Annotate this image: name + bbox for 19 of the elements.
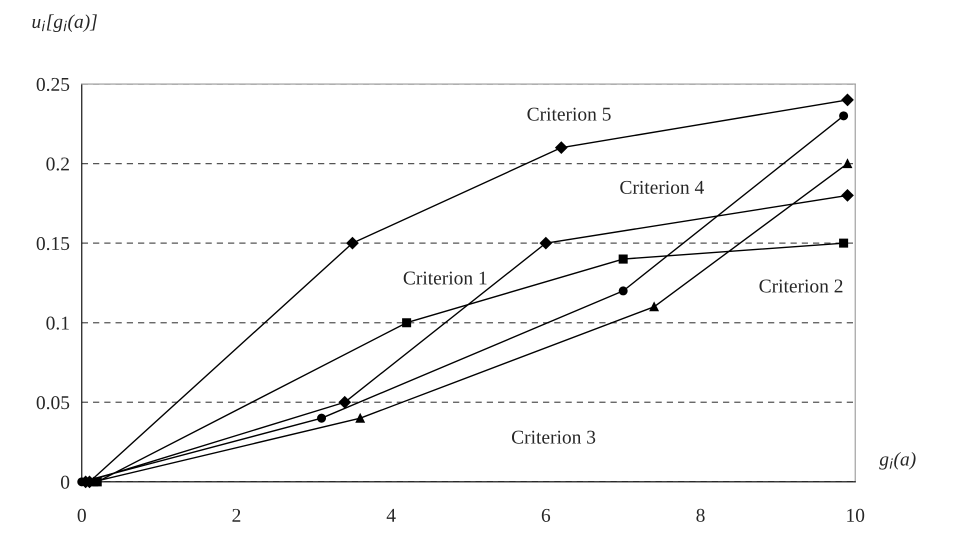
x-tick-label: 4 (386, 508, 396, 522)
x-tick-label: 6 (542, 508, 550, 522)
annotation: Criterion 4 (620, 180, 704, 194)
y-tick-label: 0.15 (36, 236, 70, 250)
x-axis-title: g$_{i}$(a) (879, 452, 916, 470)
y-tick-label: 0.05 (36, 396, 70, 410)
y-tick-label: 0.25 (36, 78, 70, 92)
x-tick-label: 10 (847, 508, 864, 522)
annotation: Criterion 2 (759, 280, 842, 293)
y-tick-label: 0.2 (46, 157, 69, 171)
y-tick-label: 0.1 (46, 316, 69, 330)
annotation: Criterion 1 (404, 272, 487, 285)
x-tick-label: 2 (232, 508, 240, 522)
x-tick-label: 8 (696, 508, 705, 522)
x-tick-label: 0 (78, 508, 86, 522)
annotation: Criterion 3 (512, 430, 596, 444)
annotation: Criterion 5 (527, 108, 611, 121)
y-axis-title: u$_{i}$[g$_{i}$(a)] (32, 14, 97, 32)
y-tick-label: 0 (60, 476, 70, 489)
